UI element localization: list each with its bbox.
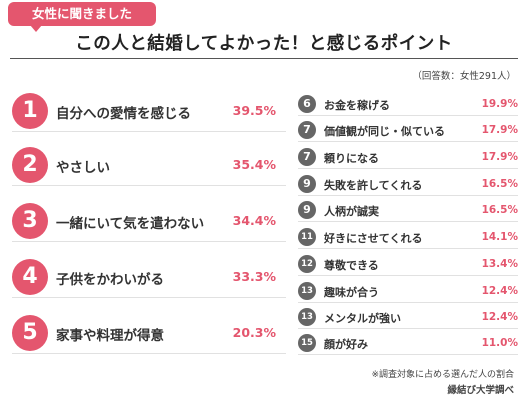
- ranking-percent: 17.9%: [481, 151, 518, 163]
- ranking-row: 2 やさしい 35.4%: [12, 146, 286, 186]
- ranking-row: 9 失敗を許してくれる 16.5%: [298, 174, 518, 196]
- rank-badge: 12: [298, 255, 316, 273]
- rank-badge: 13: [298, 308, 316, 326]
- rank-badge: 3: [12, 203, 48, 239]
- ranking-percent: 17.9%: [481, 124, 518, 136]
- ranking-row: 4 子供をかわいがる 33.3%: [12, 258, 286, 298]
- ranking-label: やさしい: [56, 160, 110, 176]
- ranking-row: 13 メンタルが強い 12.4%: [298, 307, 518, 329]
- footnote: ※調査対象に占める選んだ人の割合: [371, 370, 514, 380]
- rank-badge: 6: [298, 95, 316, 113]
- ranking-row: 6 お金を稼げる 19.9%: [298, 94, 518, 116]
- ranking-percent: 11.0%: [481, 337, 518, 349]
- ranking-label: 趣味が合う: [324, 286, 379, 299]
- rank-badge: 5: [12, 315, 48, 351]
- ranking-label: 頼りになる: [324, 152, 379, 165]
- ranking-label: 自分への愛情を感じる: [56, 106, 191, 122]
- ranking-label: 家事や料理が得意: [56, 328, 164, 344]
- ranking-label: 人柄が誠実: [324, 205, 379, 218]
- ranking-row: 13 趣味が合う 12.4%: [298, 281, 518, 303]
- header-tag: 女性に聞きました: [8, 2, 156, 32]
- ranking-percent: 14.1%: [481, 231, 518, 243]
- ranking-percent: 19.9%: [481, 98, 518, 110]
- ranking-label: 顔が好み: [324, 338, 368, 351]
- rank-badge: 9: [298, 201, 316, 219]
- rank-badge: 2: [12, 147, 48, 183]
- ranking-label: 尊敬できる: [324, 259, 379, 272]
- ranking-percent: 33.3%: [232, 269, 276, 284]
- ranking-percent: 20.3%: [232, 325, 276, 340]
- ranking-row: 3 一緒にいて気を遣わない 34.4%: [12, 202, 286, 242]
- ranking-percent: 35.4%: [232, 157, 276, 172]
- rank-badge: 7: [298, 148, 316, 166]
- ranking-percent: 16.5%: [481, 178, 518, 190]
- ranking-percent: 13.4%: [481, 258, 518, 270]
- ranking-row: 15 顔が好み 11.0%: [298, 333, 518, 355]
- rank-badge: 13: [298, 282, 316, 300]
- ranking-label: お金を稼げる: [324, 99, 390, 112]
- rank-badge: 9: [298, 175, 316, 193]
- rank-badge: 4: [12, 259, 48, 295]
- ranking-percent: 39.5%: [232, 103, 276, 118]
- ranking-row: 1 自分への愛情を感じる 39.5%: [12, 92, 286, 132]
- ranking-row: 9 人柄が誠実 16.5%: [298, 200, 518, 222]
- page-title: この人と結婚してよかった！と感じるポイント: [75, 34, 453, 54]
- ranking-percent: 12.4%: [481, 311, 518, 323]
- ranking-row: 11 好きにさせてくれる 14.1%: [298, 227, 518, 249]
- ranking-label: 価値観が同じ・似ている: [324, 125, 445, 138]
- ranking-row: 7 頼りになる 17.9%: [298, 147, 518, 169]
- source-credit: 縁結び大学調べ: [447, 385, 514, 396]
- ranking-label: メンタルが強い: [324, 312, 401, 325]
- ranking-percent: 16.5%: [481, 204, 518, 216]
- rank-badge: 15: [298, 334, 316, 352]
- respondent-count: （回答数：女性291人）: [412, 71, 516, 82]
- ranking-percent: 12.4%: [481, 285, 518, 297]
- ranking-label: 一緒にいて気を遣わない: [56, 216, 205, 232]
- title-underline: [10, 58, 518, 59]
- ranking-label: 好きにさせてくれる: [324, 232, 423, 245]
- rank-badge: 7: [298, 121, 316, 139]
- ranking-percent: 34.4%: [232, 213, 276, 228]
- ranking-label: 失敗を許してくれる: [324, 179, 423, 192]
- ranking-row: 12 尊敬できる 13.4%: [298, 254, 518, 276]
- ranking-label: 子供をかわいがる: [56, 272, 164, 288]
- ranking-row: 5 家事や料理が得意 20.3%: [12, 314, 286, 354]
- ranking-row: 7 価値観が同じ・似ている 17.9%: [298, 120, 518, 142]
- rank-badge: 1: [12, 93, 48, 129]
- rank-badge: 11: [298, 228, 316, 246]
